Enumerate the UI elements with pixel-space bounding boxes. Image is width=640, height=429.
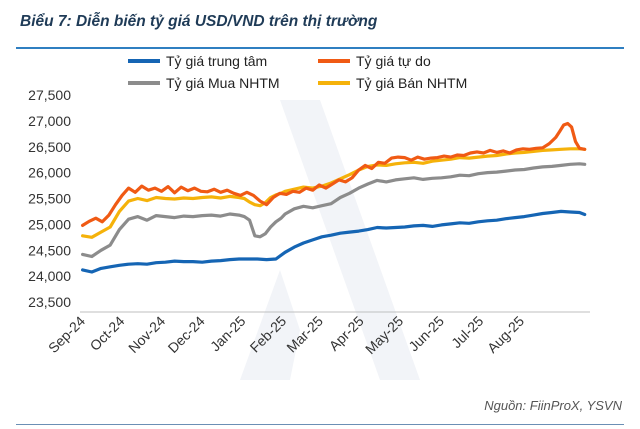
y-tick-label: 26,500 <box>28 139 71 155</box>
x-tick-label: Apr-25 <box>326 313 367 354</box>
x-tick-label: Sep-24 <box>45 313 88 356</box>
x-tick-label: Jul-25 <box>448 313 486 351</box>
y-tick-label: 24,500 <box>28 242 71 258</box>
y-tick-label: 26,000 <box>28 165 71 181</box>
x-tick-label: Oct-24 <box>87 313 128 354</box>
y-axis: 23,500 24,000 24,500 25,000 25,500 26,000 26,5… <box>28 87 71 310</box>
x-tick-label: Jun-25 <box>405 313 447 355</box>
legend-label: Tỷ giá trung tâm <box>166 53 267 69</box>
x-tick-label: Jan-25 <box>207 313 249 355</box>
y-tick-label: 25,000 <box>28 216 71 232</box>
watermark <box>240 100 420 380</box>
legend-label: Tỷ giá Mua NHTM <box>166 75 280 91</box>
series-layer <box>80 121 587 274</box>
series-line-1 <box>80 209 587 274</box>
y-tick-label: 24,000 <box>28 268 71 284</box>
x-tick-label: Aug-25 <box>484 313 527 356</box>
legend-label: Tỷ giá Bán NHTM <box>356 75 467 91</box>
series-line-3 <box>80 162 587 259</box>
y-tick-label: 27,000 <box>28 113 71 129</box>
series-line-2 <box>80 121 587 227</box>
chart-title: Biểu 7: Diễn biến tỷ giá USD/VND trên th… <box>20 13 378 30</box>
title-divider <box>16 47 624 49</box>
legend: Tỷ giá trung tâm Tỷ giá tự do Tỷ giá Mua N… <box>128 53 467 91</box>
y-tick-label: 25,500 <box>28 191 71 207</box>
bottom-divider <box>16 424 624 425</box>
y-tick-label: 27,500 <box>28 87 71 103</box>
x-tick-label: Dec-24 <box>165 313 208 356</box>
source-note: Nguồn: FiinProX, YSVN <box>484 398 622 413</box>
legend-label: Tỷ giá tự do <box>356 53 431 69</box>
y-tick-label: 23,500 <box>28 294 71 310</box>
x-tick-label: Nov-24 <box>125 313 168 356</box>
